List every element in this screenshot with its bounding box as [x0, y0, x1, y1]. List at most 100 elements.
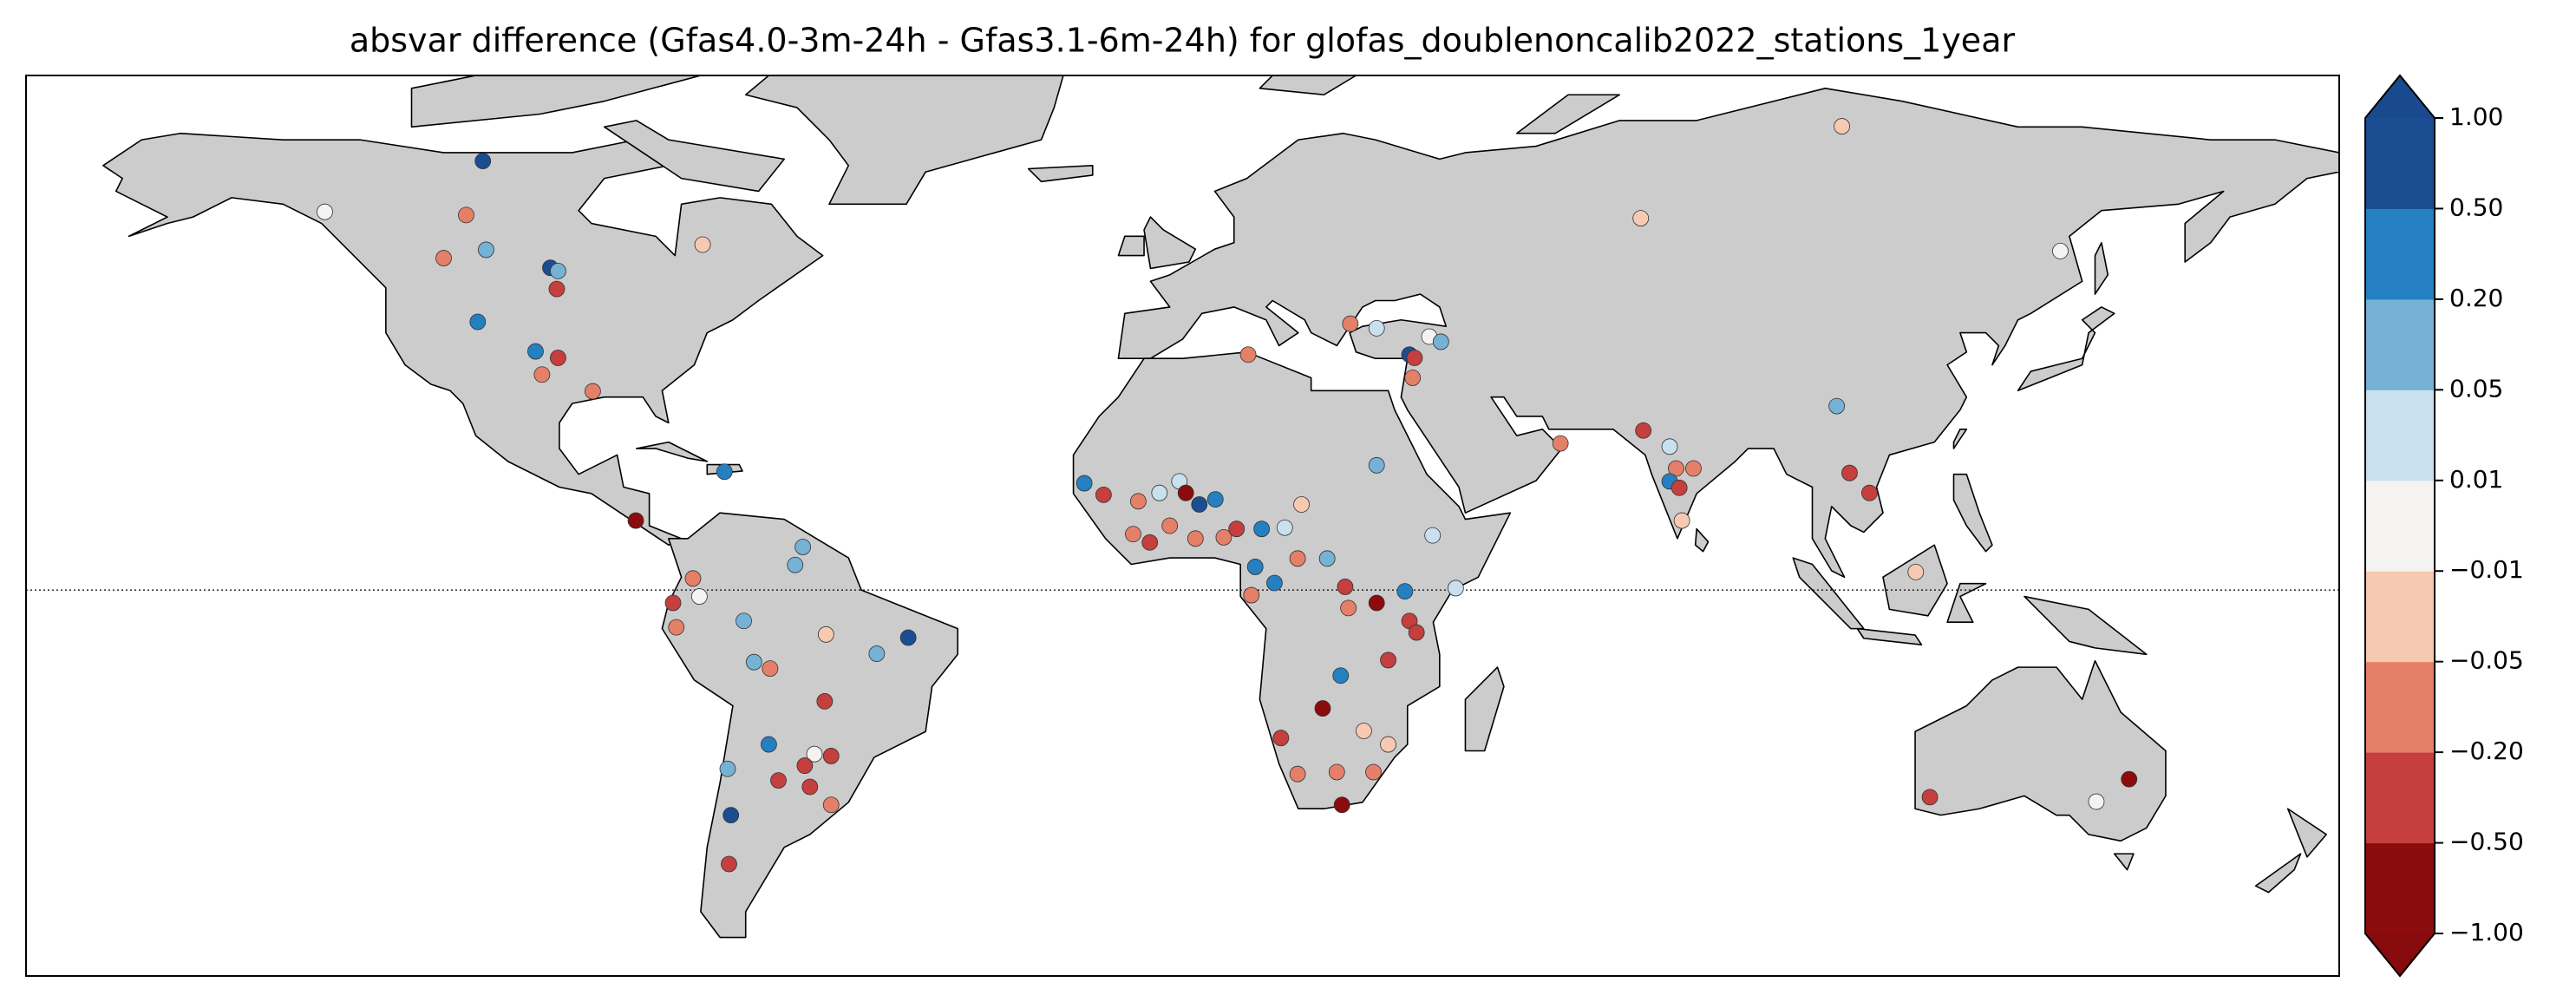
colorbar-segment — [2365, 752, 2435, 844]
colorbar-extend-bottom — [2365, 933, 2435, 976]
africa — [1074, 352, 1511, 809]
station-point — [1187, 530, 1204, 547]
station-point — [1151, 484, 1168, 501]
new-guinea — [2024, 597, 2147, 655]
map — [26, 75, 2339, 937]
station-point — [1129, 493, 1147, 510]
station-point — [690, 588, 708, 605]
station-point — [1408, 624, 1425, 641]
station-point — [1332, 667, 1350, 684]
station-point — [806, 745, 823, 763]
station-point — [1253, 521, 1271, 538]
station-point — [474, 153, 492, 170]
station-point — [770, 772, 787, 789]
greenland — [746, 75, 1067, 204]
java — [1857, 629, 1921, 645]
station-point — [668, 619, 685, 636]
station-point — [1328, 763, 1345, 781]
station-point — [1424, 527, 1442, 544]
station-point — [2121, 770, 2138, 788]
station-point — [550, 262, 566, 279]
madagascar — [1465, 667, 1503, 750]
station-point — [478, 241, 494, 259]
colorbar-segment — [2365, 208, 2435, 300]
station-point — [1828, 397, 1846, 415]
colorbar-tick-label: −0.50 — [2449, 828, 2524, 856]
colorbar-segment — [2365, 842, 2435, 934]
new-zealand-north — [2288, 809, 2326, 857]
station-point — [1834, 118, 1850, 134]
borneo — [1883, 545, 1947, 616]
station-point — [1368, 319, 1385, 337]
station-point — [435, 250, 452, 266]
station-point — [1632, 210, 1650, 226]
station-point — [1177, 484, 1194, 501]
station-point — [1318, 550, 1336, 567]
station-point — [533, 366, 551, 383]
station-point — [817, 625, 834, 643]
station-point — [1228, 521, 1246, 538]
colorbar-tick-label: −0.20 — [2449, 737, 2524, 765]
station-point — [1272, 730, 1290, 747]
colorbar-segment — [2365, 390, 2435, 481]
station-point — [1276, 519, 1293, 536]
station-point — [469, 313, 487, 331]
station-point — [627, 512, 644, 529]
baffin-island — [605, 121, 784, 192]
station-point — [1907, 563, 1925, 580]
station-point — [1342, 315, 1359, 332]
station-point — [761, 736, 777, 753]
station-point — [1552, 435, 1569, 452]
colorbar-segment — [2365, 480, 2435, 572]
colorbar-segment — [2365, 298, 2435, 390]
colorbar-segment — [2365, 118, 2435, 209]
station-point — [1076, 475, 1093, 492]
station-point — [822, 748, 840, 764]
station-point — [1293, 496, 1310, 513]
station-point — [822, 796, 840, 814]
taiwan — [1954, 429, 1967, 449]
colorbar-tick-label: 1.00 — [2449, 102, 2503, 131]
station-point — [458, 206, 474, 224]
station-point — [1239, 346, 1257, 363]
station-point — [1406, 350, 1423, 366]
iceland — [1029, 166, 1093, 182]
station-point — [816, 693, 834, 710]
station-point — [1368, 594, 1385, 612]
station-point — [1861, 484, 1878, 501]
station-point — [1333, 796, 1350, 814]
station-point — [1447, 580, 1464, 597]
station-point — [794, 539, 812, 555]
japan — [2018, 307, 2115, 390]
station-point — [585, 383, 601, 400]
station-point — [1215, 528, 1232, 546]
land — [26, 75, 2339, 937]
colorbar: −1.00 −0.50 −0.20 −0.05 −0.01 0.01 0.05 0.20 0.5… — [2364, 74, 2524, 978]
station-point — [1289, 550, 1306, 567]
station-point — [1396, 583, 1414, 600]
station-point — [1668, 460, 1684, 477]
station-point — [1340, 599, 1357, 617]
ireland — [1118, 236, 1144, 255]
map-frame — [25, 75, 2340, 977]
tasmania — [2115, 854, 2134, 870]
arctic-islands — [412, 75, 701, 127]
station-point — [317, 203, 333, 220]
novaya-zemlya — [1517, 95, 1620, 133]
colorbar-segment — [2365, 571, 2435, 663]
station-point — [899, 629, 917, 646]
station-point — [1365, 763, 1382, 781]
station-point — [684, 570, 702, 587]
station-point — [1191, 496, 1208, 513]
station-point — [721, 855, 737, 873]
station-point — [2052, 243, 2069, 259]
station-point — [1337, 579, 1354, 595]
sulawesi — [1947, 584, 1985, 622]
station-point — [1380, 652, 1396, 669]
station-point — [2088, 793, 2105, 810]
station-point — [1161, 517, 1179, 534]
colorbar-tick-label: 0.20 — [2449, 284, 2503, 312]
station-point — [1380, 736, 1396, 753]
station-point — [716, 463, 733, 481]
